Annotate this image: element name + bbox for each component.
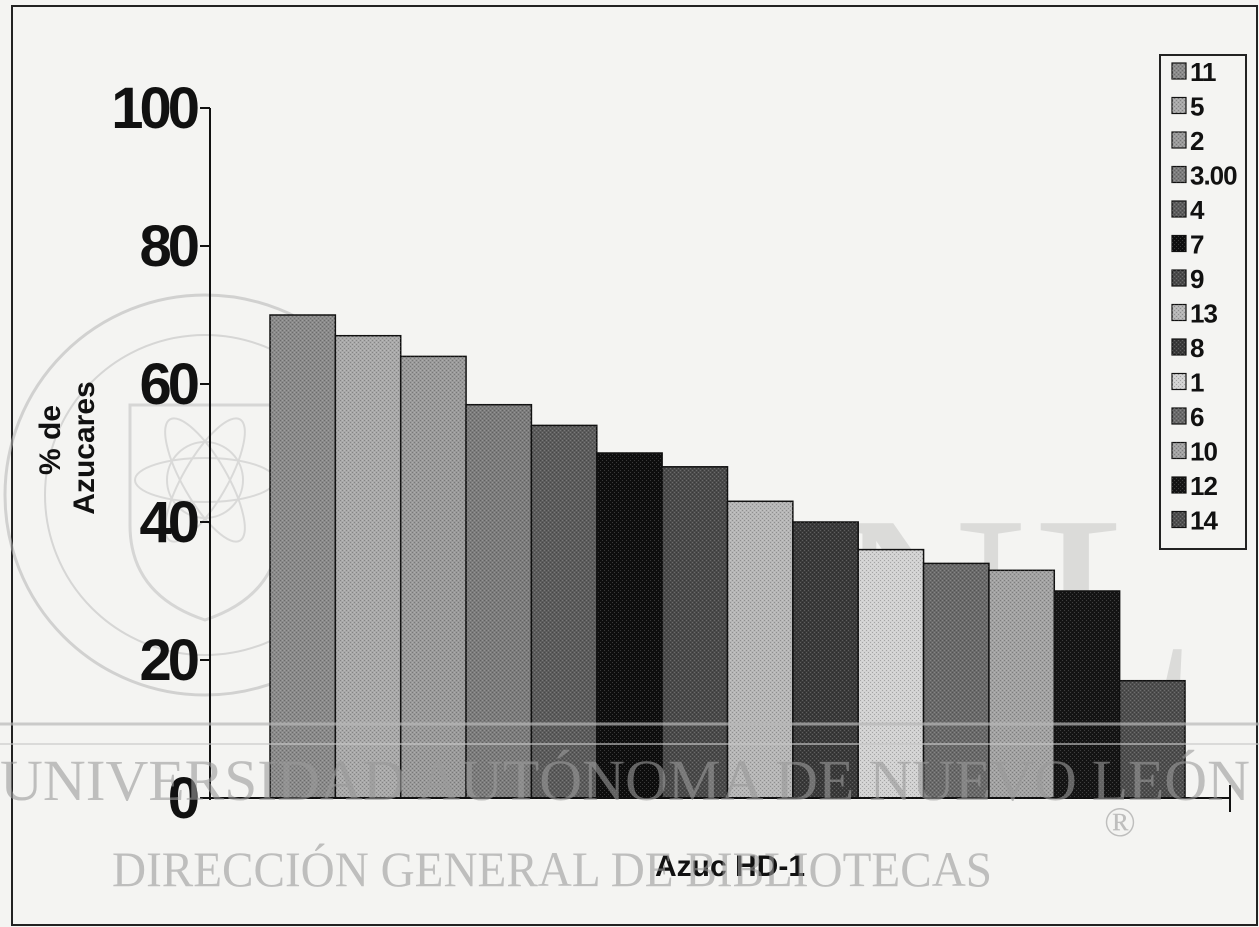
- bar-14: [1118, 679, 1186, 799]
- bar-7: [596, 452, 663, 799]
- legend-swatch-texture: [1172, 511, 1186, 528]
- legend-label: 1: [1190, 368, 1204, 398]
- watermark-registered-mark: ®: [1104, 800, 1136, 846]
- legend-swatch-texture: [1172, 408, 1186, 424]
- bar-8: [792, 521, 859, 799]
- legend: 11 5 2 3.00 4 7 9 13 8 1 6 10 12 14: [1159, 54, 1247, 550]
- bar-2: [399, 355, 467, 799]
- y-tick-label: 40: [139, 490, 197, 555]
- bar-6: [922, 562, 990, 799]
- bar-texture: [531, 425, 597, 798]
- bar-texture: [466, 404, 532, 798]
- watermark-university: UNIVERSIDAD AUTÓNOMA DE NUEVO LEÓN: [0, 748, 1250, 813]
- y-tick-label: 60: [139, 352, 197, 417]
- legend-item-9: 9: [1171, 264, 1205, 294]
- bar-texture: [923, 563, 989, 798]
- bars-group: [269, 314, 1186, 799]
- legend-item-14: 14: [1171, 506, 1219, 536]
- bar-12: [1053, 590, 1121, 799]
- legend-label: 14: [1190, 506, 1218, 536]
- legend-item-11: 11: [1171, 57, 1217, 87]
- bar-texture: [1119, 680, 1185, 798]
- legend-swatch-texture: [1172, 477, 1186, 493]
- y-axis-title-line1: % de: [34, 405, 67, 475]
- legend-label: 9: [1190, 264, 1204, 294]
- legend-label: 2: [1190, 126, 1204, 156]
- legend-swatch-texture: [1172, 270, 1186, 286]
- legend-item-5: 5: [1171, 92, 1205, 122]
- legend-item-12: 12: [1171, 471, 1218, 501]
- bar-texture: [792, 522, 859, 798]
- bar-3-00: [465, 403, 533, 799]
- bar-texture: [662, 466, 728, 798]
- bar-texture: [858, 549, 924, 798]
- watermark-text-group: UNIVERSIDAD AUTÓNOMA DE NUEVO LEÓN DIREC…: [0, 748, 1250, 897]
- bar-9: [661, 466, 729, 799]
- legend-item-2: 2: [1171, 126, 1205, 156]
- legend-swatch-texture: [1172, 373, 1186, 390]
- legend-label: 8: [1190, 333, 1204, 363]
- bar-11: [269, 314, 337, 799]
- legend-label: 5: [1190, 92, 1204, 122]
- legend-label: 7: [1190, 230, 1204, 260]
- legend-item-6: 6: [1171, 402, 1205, 432]
- bar-texture: [270, 315, 336, 798]
- legend-label: 3.00: [1190, 161, 1237, 191]
- legend-swatch-texture: [1172, 235, 1186, 252]
- legend-item-3-00: 3.00: [1171, 161, 1238, 191]
- legend-swatch-texture: [1172, 132, 1186, 148]
- legend-swatch-texture: [1172, 442, 1186, 459]
- legend-swatch-texture: [1172, 166, 1186, 183]
- legend-label: 12: [1190, 471, 1217, 501]
- y-tick-label: 80: [139, 214, 197, 279]
- bar-texture: [400, 356, 467, 798]
- legend-swatch-texture: [1172, 339, 1186, 355]
- y-tick-label: 20: [139, 628, 197, 693]
- bar-texture: [335, 335, 401, 798]
- bar-texture: [1054, 591, 1120, 798]
- bar-texture: [727, 501, 793, 798]
- bar-texture: [596, 453, 663, 798]
- legend-label: 13: [1190, 299, 1217, 329]
- chart-border: [11, 5, 1258, 926]
- bar-10: [988, 569, 1056, 799]
- legend-swatch-texture: [1172, 63, 1186, 79]
- legend-swatch-texture: [1172, 304, 1186, 321]
- legend-item-8: 8: [1171, 333, 1205, 363]
- bar-4: [530, 424, 598, 799]
- legend-label: 10: [1190, 437, 1217, 467]
- legend-item-7: 7: [1171, 230, 1205, 260]
- y-axis-title-line2: Azucares: [68, 381, 101, 514]
- legend-swatch-texture: [1172, 97, 1186, 114]
- legend-label: 4: [1190, 195, 1205, 225]
- watermark-direccion: DIRECCIÓN GENERAL DE BIBLIOTECAS: [112, 841, 992, 897]
- legend-label: 11: [1190, 57, 1216, 87]
- x-axis-title: Azuc HD-1: [655, 850, 805, 883]
- bar-13: [726, 500, 794, 799]
- legend-item-4: 4: [1171, 195, 1206, 225]
- y-tick-label: 100: [111, 76, 198, 141]
- legend-item-1: 1: [1171, 368, 1205, 398]
- legend-item-10: 10: [1171, 437, 1218, 467]
- bar-5: [334, 334, 402, 799]
- legend-label: 6: [1190, 402, 1204, 432]
- bar-texture: [988, 570, 1055, 798]
- legend-swatch-texture: [1172, 201, 1186, 217]
- legend-item-13: 13: [1171, 299, 1218, 329]
